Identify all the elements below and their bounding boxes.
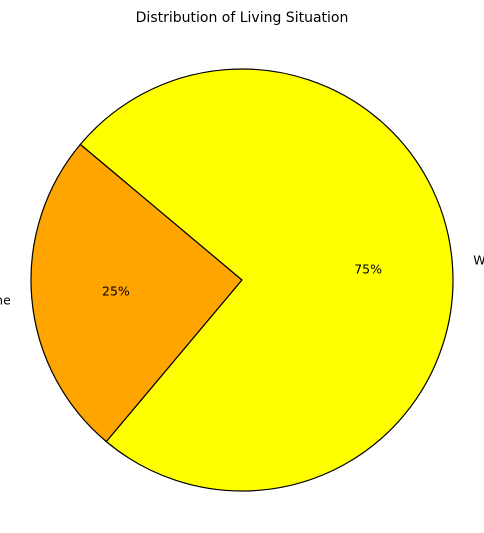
- pie-slices: [30, 68, 454, 492]
- chart-title: Distribution of Living Situation: [136, 10, 349, 26]
- pie-slice-alone: [30, 143, 243, 443]
- pct-label-alone: 25%: [102, 284, 130, 299]
- slice-label-with-family: With Family: [473, 252, 484, 267]
- pie-labels: 25% Alone 75% With Family: [0, 252, 484, 307]
- slice-label-alone: Alone: [0, 293, 11, 308]
- pct-label-with-family: 75%: [354, 262, 382, 277]
- pie-slice-with-family: [79, 68, 454, 492]
